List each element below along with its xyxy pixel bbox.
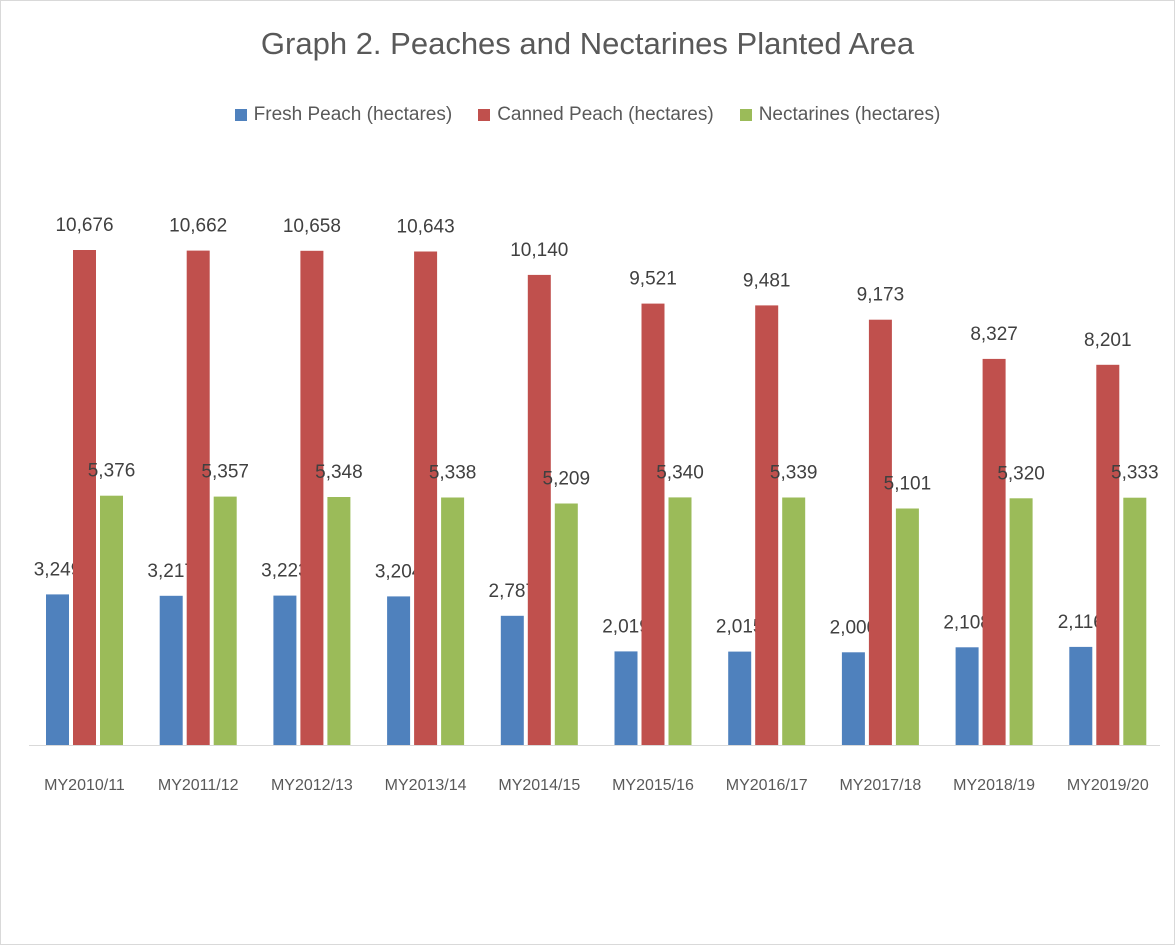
legend-swatch-fresh-peach [234,109,247,121]
legend-label-canned-peach: Canned Peach (hectares) [497,104,714,125]
legend-item-fresh-peach: Fresh Peach (hectares) [234,104,453,126]
bar-canned-peach-hectares-my2016-17 [755,305,779,745]
data-label-fresh-peach-hectares-my2017-18: 2,000 [830,617,878,638]
data-label-canned-peach-hectares-my2016-17: 9,481 [743,270,791,291]
bar-nectarines-hectares-my2013-14 [441,497,465,745]
bar-fresh-peach-hectares-my2016-17 [728,651,752,745]
bar-nectarines-hectares-my2014-15 [554,503,578,745]
category-label-my2018-19: MY2018/19 [953,777,1035,794]
data-label-fresh-peach-hectares-my2016-17: 2,015 [716,617,764,638]
data-label-fresh-peach-hectares-my2011-12: 3,217 [147,561,195,582]
data-label-canned-peach-hectares-my2014-15: 10,140 [510,240,568,261]
bar-fresh-peach-hectares-my2018-19 [955,647,979,745]
category-label-my2013-14: MY2013/14 [385,777,467,794]
data-label-canned-peach-hectares-my2011-12: 10,662 [169,216,227,237]
legend-label-fresh-peach: Fresh Peach (hectares) [253,104,453,125]
data-label-nectarines-hectares-my2012-13: 5,348 [315,462,363,483]
data-label-fresh-peach-hectares-my2012-13: 3,223 [261,561,309,582]
bar-canned-peach-hectares-my2017-18 [868,319,892,745]
bar-canned-peach-hectares-my2015-16 [641,303,665,745]
bar-canned-peach-hectares-my2018-19 [982,358,1006,745]
data-label-nectarines-hectares-my2014-15: 5,209 [543,469,591,490]
bar-fresh-peach-hectares-my2014-15 [500,615,524,745]
data-label-nectarines-hectares-my2010-11: 5,376 [88,461,136,482]
bar-fresh-peach-hectares-my2019-20 [1069,646,1093,745]
data-label-canned-peach-hectares-my2019-20: 8,201 [1084,330,1132,351]
bar-fresh-peach-hectares-my2017-18 [841,652,865,745]
bar-canned-peach-hectares-my2010-11 [73,250,96,745]
bar-nectarines-hectares-my2017-18 [895,508,919,745]
data-label-nectarines-hectares-my2019-20: 5,333 [1111,463,1159,484]
bar-fresh-peach-hectares-my2013-14 [387,596,411,745]
bar-nectarines-hectares-my2018-19 [1009,498,1033,745]
data-label-fresh-peach-hectares-my2013-14: 3,204 [375,561,423,582]
bar-fresh-peach-hectares-my2010-11 [46,594,69,745]
bar-nectarines-hectares-my2011-12 [213,496,237,745]
data-label-nectarines-hectares-my2015-16: 5,340 [656,462,704,483]
category-label-my2019-20: MY2019/20 [1067,777,1149,794]
data-label-nectarines-hectares-my2018-19: 5,320 [997,463,1045,484]
data-label-canned-peach-hectares-my2013-14: 10,643 [397,217,455,238]
data-label-fresh-peach-hectares-my2014-15: 2,787 [489,581,537,602]
bar-fresh-peach-hectares-my2011-12 [159,595,183,745]
legend: Fresh Peach (hectares) Canned Peach (hec… [0,104,1175,126]
data-label-nectarines-hectares-my2013-14: 5,338 [429,463,477,484]
category-label-my2016-17: MY2016/17 [726,777,808,794]
data-label-nectarines-hectares-my2016-17: 5,339 [770,463,818,484]
data-label-nectarines-hectares-my2011-12: 5,357 [201,462,249,483]
data-label-fresh-peach-hectares-my2010-11: 3,249 [34,559,82,580]
bar-nectarines-hectares-my2019-20 [1123,497,1147,745]
category-label-my2011-12: MY2011/12 [158,777,239,794]
bar-nectarines-hectares-my2016-17 [782,497,806,745]
bar-canned-peach-hectares-my2012-13 [300,250,324,746]
data-label-canned-peach-hectares-my2015-16: 9,521 [629,269,677,290]
data-label-canned-peach-hectares-my2017-18: 9,173 [857,285,905,306]
bar-canned-peach-hectares-my2013-14 [414,251,438,745]
legend-item-nectarines: Nectarines (hectares) [739,104,941,126]
category-label-my2015-16: MY2015/16 [612,777,694,794]
legend-swatch-canned-peach [478,109,491,121]
category-label-my2014-15: MY2014/15 [498,777,580,794]
legend-item-canned-peach: Canned Peach (hectares) [478,104,714,126]
data-label-fresh-peach-hectares-my2019-20: 2,116 [1058,612,1104,633]
data-label-canned-peach-hectares-my2010-11: 10,676 [55,215,113,236]
category-label-my2017-18: MY2017/18 [839,777,921,794]
category-label-my2012-13: MY2012/13 [271,777,353,794]
chart-title: Graph 2. Peaches and Nectarines Planted … [260,26,915,61]
bar-fresh-peach-hectares-my2012-13 [273,595,297,745]
data-label-fresh-peach-hectares-my2018-19: 2,108 [943,612,991,633]
data-label-nectarines-hectares-my2017-18: 5,101 [884,474,932,495]
data-label-canned-peach-hectares-my2012-13: 10,658 [283,216,341,237]
legend-label-nectarines: Nectarines (hectares) [758,104,941,125]
bar-canned-peach-hectares-my2014-15 [527,274,551,745]
bar-nectarines-hectares-my2012-13 [327,497,351,745]
bar-canned-peach-hectares-my2019-20 [1096,364,1120,745]
bar-nectarines-hectares-my2015-16 [668,497,692,745]
data-label-fresh-peach-hectares-my2015-16: 2,019 [602,616,650,637]
category-label-my2010-11: MY2010/11 [44,777,125,794]
bar-canned-peach-hectares-my2011-12 [186,250,210,745]
bar-fresh-peach-hectares-my2015-16 [614,651,638,745]
legend-swatch-nectarines [739,109,752,121]
bar-nectarines-hectares-my2010-11 [100,495,123,745]
data-label-canned-peach-hectares-my2018-19: 8,327 [970,324,1018,345]
